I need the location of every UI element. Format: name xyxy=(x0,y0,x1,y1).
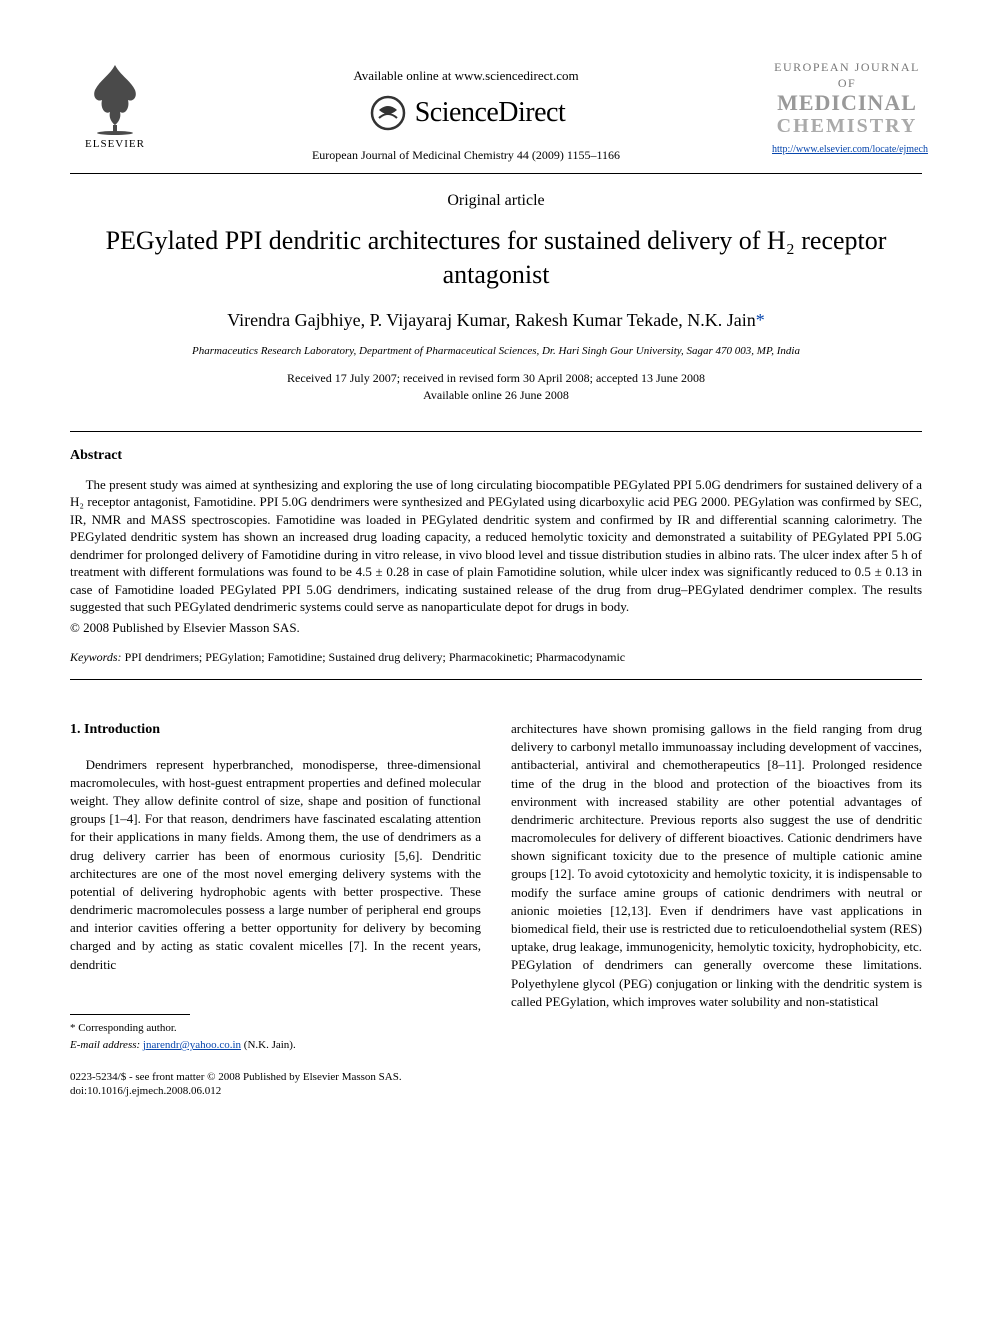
section-1-heading: 1. Introduction xyxy=(70,720,481,740)
affiliation: Pharmaceutics Research Laboratory, Depar… xyxy=(70,345,922,357)
cover-line1: EUROPEAN JOURNAL OF xyxy=(772,60,922,91)
elsevier-label: ELSEVIER xyxy=(85,138,145,150)
article-type: Original article xyxy=(70,192,922,210)
doi-line: doi:10.1016/j.ejmech.2008.06.012 xyxy=(70,1084,922,1098)
authors-names: Virendra Gajbhiye, P. Vijayaraj Kumar, R… xyxy=(227,310,756,330)
available-online-text: Available online at www.sciencedirect.co… xyxy=(160,68,772,84)
left-column: 1. Introduction Dendrimers represent hyp… xyxy=(70,720,481,1054)
corresponding-author-note: * Corresponding author. xyxy=(70,1021,481,1036)
elsevier-tree-icon xyxy=(80,60,150,135)
available-online-date: Available online 26 June 2008 xyxy=(70,388,922,403)
abstract-top-divider xyxy=(70,431,922,432)
elsevier-logo: ELSEVIER xyxy=(70,60,160,150)
keywords-label: Keywords: xyxy=(70,650,122,664)
intro-para-left: Dendrimers represent hyperbranched, mono… xyxy=(70,756,481,974)
abstract-body: The present study was aimed at synthesiz… xyxy=(70,476,922,616)
body-columns: 1. Introduction Dendrimers represent hyp… xyxy=(70,720,922,1054)
right-column: architectures have shown promising gallo… xyxy=(511,720,922,1054)
abstract-heading: Abstract xyxy=(70,448,922,464)
header-row: ELSEVIER Available online at www.science… xyxy=(70,60,922,163)
sciencedirect-text: ScienceDirect xyxy=(415,97,566,129)
article-title: PEGylated PPI dendritic architectures fo… xyxy=(70,224,922,292)
email-label: E-mail address: xyxy=(70,1039,140,1051)
journal-cover: EUROPEAN JOURNAL OF MEDICINAL CHEMISTRY … xyxy=(772,60,922,155)
center-header: Available online at www.sciencedirect.co… xyxy=(160,60,772,163)
journal-homepage-link[interactable]: http://www.elsevier.com/locate/ejmech xyxy=(772,144,922,155)
sciencedirect-logo: ScienceDirect xyxy=(160,92,772,134)
cover-line3: CHEMISTRY xyxy=(772,115,922,138)
header-divider xyxy=(70,173,922,174)
footer-info: 0223-5234/$ - see front matter © 2008 Pu… xyxy=(70,1070,922,1099)
cover-line2: MEDICINAL xyxy=(772,91,922,115)
footnote-divider xyxy=(70,1014,190,1015)
issn-line: 0223-5234/$ - see front matter © 2008 Pu… xyxy=(70,1070,922,1084)
corresponding-marker: * xyxy=(756,310,765,330)
article-dates: Received 17 July 2007; received in revis… xyxy=(70,371,922,386)
authors-line: Virendra Gajbhiye, P. Vijayaraj Kumar, R… xyxy=(70,310,922,331)
abstract-copyright: © 2008 Published by Elsevier Masson SAS. xyxy=(70,620,922,636)
keywords-list: PPI dendrimers; PEGylation; Famotidine; … xyxy=(122,650,626,664)
keywords-line: Keywords: PPI dendrimers; PEGylation; Fa… xyxy=(70,650,922,665)
email-line: E-mail address: jnarendr@yahoo.co.in (N.… xyxy=(70,1038,481,1053)
journal-reference: European Journal of Medicinal Chemistry … xyxy=(160,148,772,163)
abstract-bottom-divider xyxy=(70,679,922,680)
corresponding-email-link[interactable]: jnarendr@yahoo.co.in xyxy=(143,1039,241,1051)
email-author-name: (N.K. Jain). xyxy=(241,1039,296,1051)
sciencedirect-icon xyxy=(367,92,409,134)
intro-para-right: architectures have shown promising gallo… xyxy=(511,720,922,1011)
